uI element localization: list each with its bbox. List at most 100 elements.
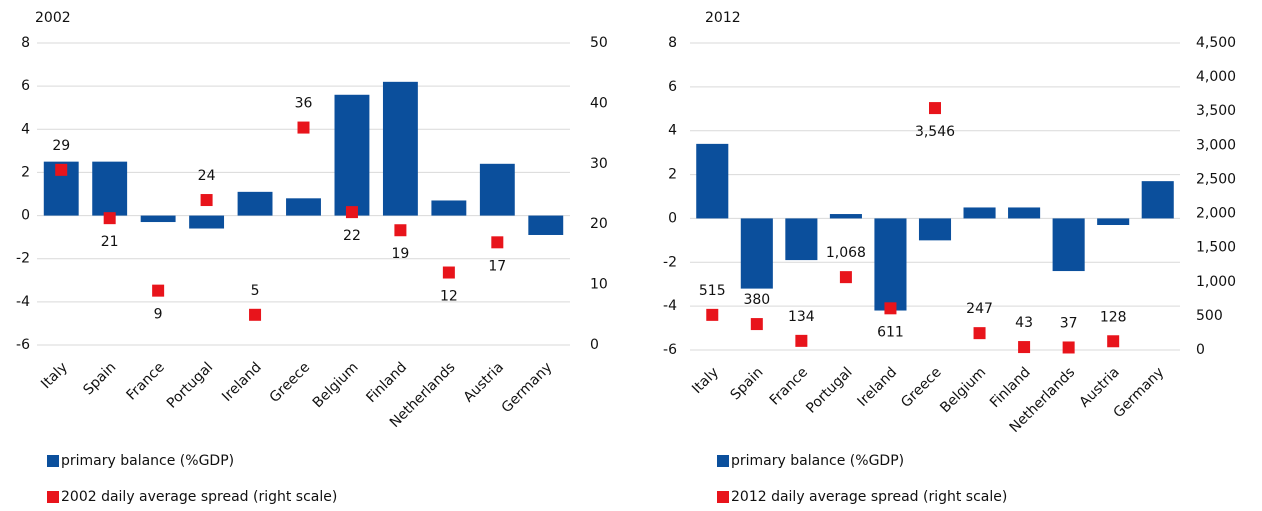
bar: [874, 218, 907, 311]
marker: [394, 224, 407, 237]
data-label: 37: [1060, 315, 1078, 331]
marker: [200, 194, 213, 207]
bar: [334, 94, 370, 216]
bar: [740, 218, 773, 289]
y2-tick-label: 3,000: [1196, 137, 1236, 153]
y2-tick-label: 30: [590, 156, 608, 172]
bar: [1008, 207, 1041, 219]
y-tick-label: -2: [663, 254, 677, 270]
bar: [92, 161, 128, 216]
legend-swatch: [47, 491, 59, 503]
marker: [491, 236, 504, 249]
marker: [297, 121, 310, 134]
data-label: 9: [154, 307, 163, 323]
y2-tick-label: 0: [1196, 342, 1205, 358]
x-tick-label: Italy: [689, 364, 722, 397]
y2-tick-label: 40: [590, 95, 608, 111]
x-tick-label: Ireland: [219, 359, 265, 405]
bar: [286, 198, 321, 216]
x-tick-label: Portugal: [164, 359, 216, 411]
legend-swatch: [717, 455, 729, 467]
marker: [249, 308, 262, 321]
data-label: 43: [1015, 315, 1033, 331]
data-label: 12: [440, 289, 458, 305]
y2-tick-label: 50: [590, 35, 608, 51]
y2-tick-label: 3,500: [1196, 103, 1236, 119]
x-tick-label: Germany: [499, 359, 556, 416]
y2-tick-label: 20: [590, 216, 608, 232]
legend-swatch: [47, 455, 59, 467]
data-label: 380: [743, 292, 770, 308]
data-label: 22: [343, 228, 361, 244]
bar: [696, 143, 729, 219]
y-tick-label: 0: [668, 210, 677, 226]
y2-tick-label: 4,500: [1196, 35, 1236, 51]
data-label: 247: [966, 301, 993, 317]
marker: [884, 302, 897, 315]
data-label: 17: [488, 258, 506, 274]
y-tick-label: -4: [663, 298, 677, 314]
marker: [345, 206, 358, 219]
marker: [795, 334, 808, 347]
x-tick-label: France: [767, 364, 811, 408]
marker: [839, 271, 852, 284]
data-label: 515: [699, 283, 726, 299]
legend-swatch: [717, 491, 729, 503]
x-tick-label: Portugal: [803, 364, 855, 416]
y2-tick-label: 1,000: [1196, 274, 1236, 290]
bar: [140, 215, 176, 223]
y-tick-label: 2: [21, 164, 30, 180]
y-tick-label: 6: [21, 78, 30, 94]
data-label: 21: [101, 234, 119, 250]
bar: [237, 191, 273, 216]
marker: [1018, 341, 1031, 354]
bar: [918, 218, 952, 241]
bar: [829, 214, 862, 219]
x-tick-label: Spain: [727, 364, 766, 403]
data-label: 128: [1100, 309, 1127, 325]
chart-title: 2012: [705, 10, 741, 26]
y-tick-label: 8: [21, 35, 30, 51]
y-tick-label: 4: [21, 121, 30, 137]
y-tick-label: 8: [668, 35, 677, 51]
bar: [1097, 218, 1130, 226]
x-tick-label: Spain: [80, 359, 119, 398]
bar: [785, 218, 818, 261]
x-tick-label: Austria: [461, 359, 507, 405]
y2-tick-label: 1,500: [1196, 240, 1236, 256]
y-tick-label: -2: [16, 251, 30, 267]
data-label: 29: [52, 138, 70, 154]
data-label: 36: [295, 96, 313, 112]
y-tick-label: 0: [21, 208, 30, 224]
bar: [528, 215, 564, 235]
marker: [442, 266, 455, 279]
y2-tick-label: 0: [590, 337, 599, 353]
marker: [103, 212, 116, 225]
legend-label: 2002 daily average spread (right scale): [61, 489, 337, 505]
y2-tick-label: 500: [1196, 308, 1223, 324]
legend-label: 2012 daily average spread (right scale): [731, 489, 1007, 505]
data-label: 611: [877, 324, 904, 340]
marker: [1062, 341, 1075, 354]
y-tick-label: 6: [668, 79, 677, 95]
data-label: 3,546: [915, 124, 955, 140]
data-label: 134: [788, 309, 815, 325]
data-label: 19: [391, 246, 409, 262]
x-tick-label: Belgium: [937, 364, 989, 416]
chart-title: 2002: [35, 10, 71, 26]
x-tick-label: Greece: [267, 359, 314, 406]
bar: [382, 81, 418, 216]
marker: [706, 308, 719, 321]
y-tick-label: -6: [663, 342, 677, 358]
x-tick-label: Italy: [38, 359, 71, 392]
y-tick-label: -4: [16, 294, 30, 310]
marker: [973, 327, 986, 340]
bar: [189, 215, 225, 229]
y-tick-label: 4: [668, 123, 677, 139]
bar: [963, 207, 996, 219]
x-tick-label: Ireland: [855, 364, 901, 410]
y2-tick-label: 2,000: [1196, 206, 1236, 222]
x-tick-label: Belgium: [310, 359, 362, 411]
legend-label: primary balance (%GDP): [731, 453, 904, 469]
